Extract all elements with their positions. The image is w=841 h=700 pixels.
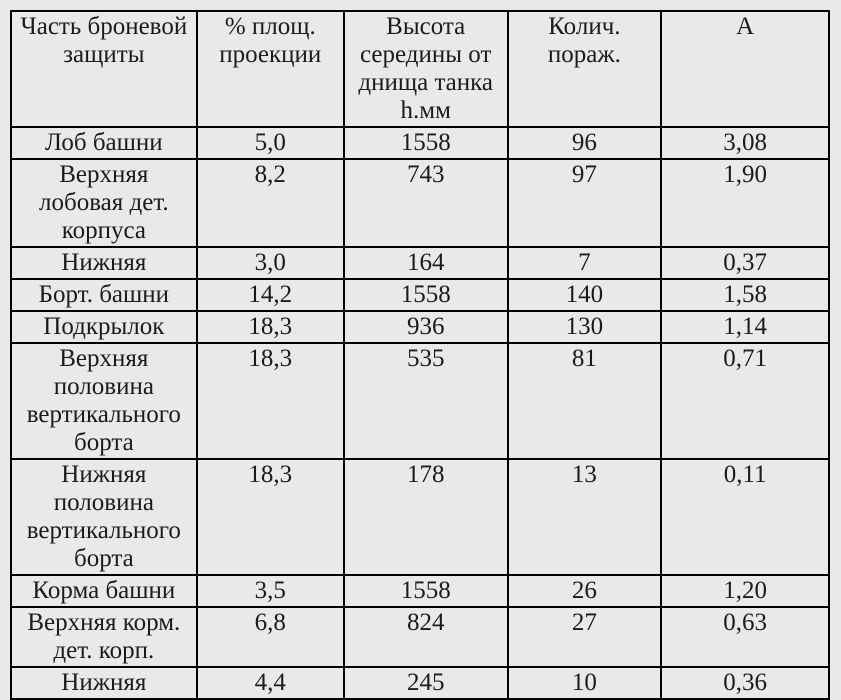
cell-hit-count: 10	[506, 666, 663, 700]
cell-a-coefficient: 1,20	[660, 574, 830, 608]
cell-height-mid: 936	[342, 310, 509, 344]
cell-a-coefficient: 0,71	[660, 342, 830, 460]
cell-hit-count: 7	[506, 246, 663, 280]
cell-height-mid: 824	[342, 606, 509, 668]
table-row: Нижняя половина вертикального борта 18,3…	[10, 458, 830, 576]
cell-armor-part: Верхняя лобовая дет. корпуса	[10, 158, 198, 248]
cell-armor-part: Нижняя половина вертикального борта	[10, 458, 198, 576]
header-height-mid: Высота середины от днища танка h.мм	[342, 10, 509, 128]
cell-height-mid: 743	[342, 158, 509, 248]
cell-armor-part: Корма башни	[10, 574, 198, 608]
cell-a-coefficient: 3,08	[660, 126, 830, 160]
header-a-coefficient: А	[660, 10, 830, 128]
table-row: Подкрылок 18,3 936 130 1,14	[10, 310, 830, 344]
cell-a-coefficient: 1,58	[660, 278, 830, 312]
cell-area-percent: 18,3	[195, 310, 345, 344]
cell-a-coefficient: 0,37	[660, 246, 830, 280]
cell-area-percent: 3,5	[195, 574, 345, 608]
cell-height-mid: 535	[342, 342, 509, 460]
cell-area-percent: 18,3	[195, 342, 345, 460]
cell-height-mid: 164	[342, 246, 509, 280]
table-row: Борт. башни 14,2 1558 140 1,58	[10, 278, 830, 312]
table-row: Корма башни 3,5 1558 26 1,20	[10, 574, 830, 608]
cell-hit-count: 96	[506, 126, 663, 160]
cell-height-mid: 1558	[342, 278, 509, 312]
header-armor-part: Часть броневой защиты	[10, 10, 198, 128]
table-row: Верхняя половина вертикального борта 18,…	[10, 342, 830, 460]
cell-a-coefficient: 0,63	[660, 606, 830, 668]
armor-protection-table: Часть броневой защиты % площ. проекции В…	[10, 10, 830, 700]
cell-hit-count: 26	[506, 574, 663, 608]
header-hit-count: Колич. пораж.	[506, 10, 663, 128]
table-row: Верхняя корм. дет. корп. 6,8 824 27 0,63	[10, 606, 830, 668]
header-area-percent: % площ. проекции	[195, 10, 345, 128]
cell-hit-count: 97	[506, 158, 663, 248]
cell-hit-count: 27	[506, 606, 663, 668]
table-body: Лоб башни 5,0 1558 96 3,08 Верхняя лобов…	[10, 126, 830, 700]
cell-area-percent: 5,0	[195, 126, 345, 160]
cell-height-mid: 1558	[342, 574, 509, 608]
cell-height-mid: 245	[342, 666, 509, 700]
table-row: Лоб башни 5,0 1558 96 3,08	[10, 126, 830, 160]
cell-hit-count: 130	[506, 310, 663, 344]
cell-area-percent: 4,4	[195, 666, 345, 700]
table-header-row: Часть броневой защиты % площ. проекции В…	[10, 10, 830, 128]
cell-armor-part: Лоб башни	[10, 126, 198, 160]
cell-a-coefficient: 1,14	[660, 310, 830, 344]
cell-a-coefficient: 1,90	[660, 158, 830, 248]
cell-armor-part: Верхняя половина вертикального борта	[10, 342, 198, 460]
table-row: Нижняя 3,0 164 7 0,37	[10, 246, 830, 280]
cell-area-percent: 18,3	[195, 458, 345, 576]
cell-area-percent: 8,2	[195, 158, 345, 248]
cell-armor-part: Нижняя	[10, 666, 198, 700]
cell-armor-part: Нижняя	[10, 246, 198, 280]
cell-a-coefficient: 0,36	[660, 666, 830, 700]
table-row: Нижняя 4,4 245 10 0,36	[10, 666, 830, 700]
cell-armor-part: Верхняя корм. дет. корп.	[10, 606, 198, 668]
cell-armor-part: Борт. башни	[10, 278, 198, 312]
cell-height-mid: 178	[342, 458, 509, 576]
cell-area-percent: 14,2	[195, 278, 345, 312]
cell-armor-part: Подкрылок	[10, 310, 198, 344]
table-row: Верхняя лобовая дет. корпуса 8,2 743 97 …	[10, 158, 830, 248]
cell-hit-count: 81	[506, 342, 663, 460]
cell-area-percent: 3,0	[195, 246, 345, 280]
cell-hit-count: 140	[506, 278, 663, 312]
cell-hit-count: 13	[506, 458, 663, 576]
cell-a-coefficient: 0,11	[660, 458, 830, 576]
cell-height-mid: 1558	[342, 126, 509, 160]
cell-area-percent: 6,8	[195, 606, 345, 668]
